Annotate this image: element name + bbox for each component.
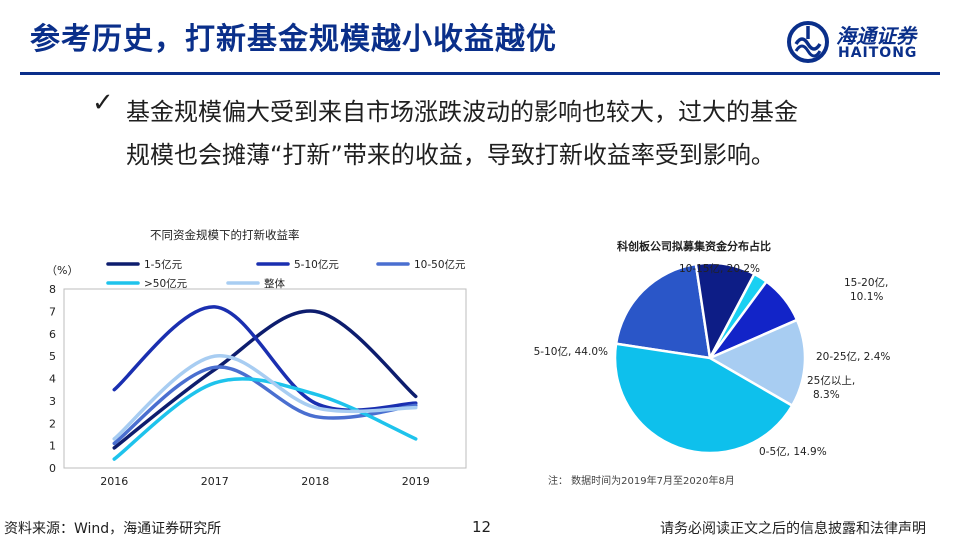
legend-label: >50亿元 bbox=[144, 277, 188, 290]
y-axis-label: （%） bbox=[46, 264, 78, 277]
pie-label: 10-15亿, 20.2% bbox=[679, 262, 760, 275]
line-chart: 0 1 2 3 4 5 6 7 8 （%） 2016 2017 2018 2019 1-5亿元 5-10亿元… bbox=[46, 258, 467, 488]
plot-frame bbox=[63, 288, 467, 469]
y-tick-label: 4 bbox=[49, 373, 56, 386]
y-tick-label: 5 bbox=[49, 350, 56, 363]
series-line-1 bbox=[112, 309, 418, 450]
y-tick-label: 0 bbox=[49, 462, 56, 475]
legend-label: 1-5亿元 bbox=[144, 258, 183, 271]
logo-name-cn: 海通证券 bbox=[836, 24, 916, 48]
page-number: 12 bbox=[472, 518, 492, 536]
source-text: 资料来源：Wind，海通证券研究所 bbox=[4, 521, 222, 537]
pie-label: 5-10亿, 44.0% bbox=[534, 345, 608, 358]
x-tick-label: 2016 bbox=[100, 475, 128, 488]
y-tick-label: 7 bbox=[49, 305, 56, 318]
legend-label: 5-10亿元 bbox=[294, 258, 339, 271]
haitong-logo: 海通证券 HAITONG bbox=[786, 18, 946, 66]
x-tick-label: 2019 bbox=[402, 475, 430, 488]
y-tick-label: 6 bbox=[49, 328, 56, 341]
y-tick-label: 1 bbox=[49, 440, 56, 453]
pie-slice-1 bbox=[614, 262, 712, 360]
x-tick-label: 2018 bbox=[301, 475, 329, 488]
pie-slice-6 bbox=[613, 342, 794, 455]
header-divider bbox=[20, 72, 940, 75]
pie-chart-title: 科创板公司拟募集资金分布占比 bbox=[617, 240, 771, 253]
series-line-4 bbox=[112, 377, 418, 461]
haitong-emblem-icon bbox=[787, 21, 829, 63]
x-tick-label: 2017 bbox=[201, 475, 229, 488]
bullet-text-line-2: 规模也会摊薄“打新”带来的收益，导致打新收益率受到影响。 bbox=[126, 141, 775, 169]
pie-label: 15-20亿, 10.1% bbox=[844, 276, 888, 303]
pie-chart-note: 注： 数据时间为2019年7月至2020年8月 bbox=[548, 476, 735, 487]
pie-label: 20-25亿, 2.4% bbox=[816, 350, 890, 363]
logo-name-en: HAITONG bbox=[838, 45, 918, 61]
line-chart-title: 不同资金规模下的打新收益率 bbox=[150, 228, 300, 242]
legend-label: 10-50亿元 bbox=[414, 258, 466, 271]
legend-label: 整体 bbox=[264, 277, 285, 290]
series-line-5 bbox=[112, 354, 418, 441]
y-tick-label: 3 bbox=[49, 395, 56, 408]
bullet-text-line-1: 基金规模偏大受到来自市场涨跌波动的影响也较大，过大的基金 bbox=[126, 98, 798, 126]
disclaimer-text: 请务必阅读正文之后的信息披露和法律声明 bbox=[660, 521, 926, 537]
y-tick-label: 8 bbox=[49, 283, 56, 296]
page-title: 参考历史，打新基金规模越小收益越优 bbox=[30, 22, 557, 57]
y-tick-label: 2 bbox=[49, 417, 56, 430]
check-icon: ✓ bbox=[92, 88, 114, 118]
pie-chart: 10-15亿, 20.2% 15-20亿, 10.1% 20-25亿, 2.4% 25亿… bbox=[534, 261, 890, 458]
pie-slice-5 bbox=[707, 318, 807, 408]
pie-label: 25亿以上, 8.3% bbox=[807, 374, 855, 401]
pie-label: 0-5亿, 14.9% bbox=[759, 445, 827, 458]
